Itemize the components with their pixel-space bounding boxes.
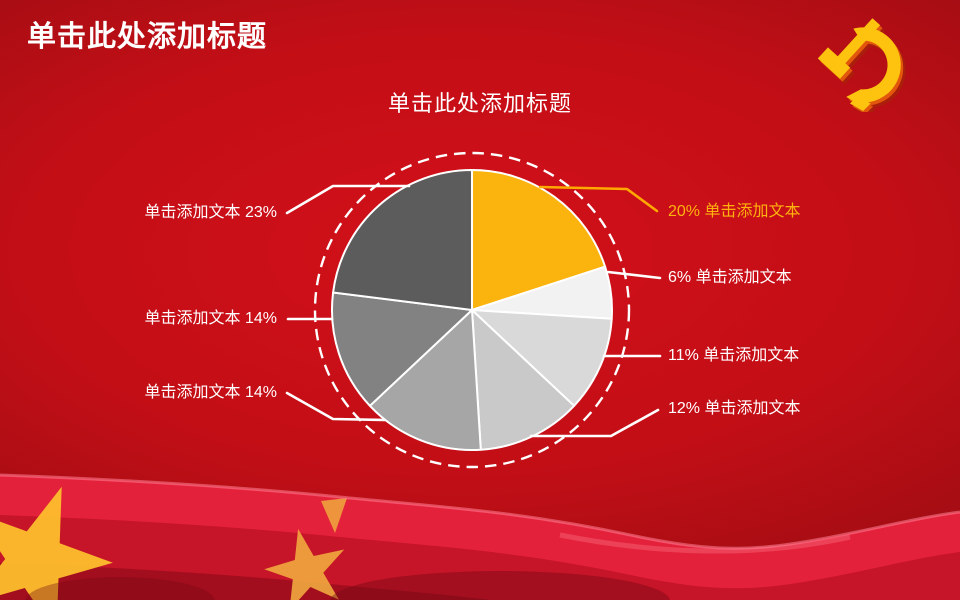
flag-fold-shadow <box>330 571 670 600</box>
leader-line-1 <box>606 270 662 280</box>
china-flag-decoration <box>0 473 960 600</box>
pie-label-14-bottom[interactable]: 单击添加文本 14% <box>144 384 277 401</box>
flag-fold-highlight <box>559 532 851 554</box>
flag-star-large <box>0 486 113 600</box>
party-emblem-icon <box>818 18 906 112</box>
hammer-head <box>818 47 851 79</box>
leader-line-4 <box>285 391 387 422</box>
pie-slice-11pct-2[interactable] <box>471 309 613 407</box>
flag-star-tip <box>321 498 347 533</box>
flag-fabric <box>0 475 960 600</box>
sickle-handle <box>849 95 871 111</box>
pie-slice-14pct-5[interactable] <box>331 291 473 407</box>
flag-fold-shadow <box>25 577 215 600</box>
dashed-ring <box>313 151 631 469</box>
pie-slice-14pct-4[interactable] <box>368 309 482 451</box>
slide-title-placeholder[interactable]: 单击此处添加标题 <box>27 21 268 53</box>
pie-label-14-left[interactable]: 单击添加文本 14% <box>144 310 277 327</box>
flag-star-medium <box>264 528 345 600</box>
leader-line-6 <box>285 184 411 215</box>
pie-slice-20pct-0[interactable] <box>471 169 607 311</box>
sickle-blade <box>846 27 901 103</box>
pie-label-23[interactable]: 单击添加文本 23% <box>144 204 277 221</box>
flag-edge-highlight <box>0 473 960 550</box>
pie-slice-23pct-6[interactable] <box>332 169 473 311</box>
leader-line-0 <box>538 185 659 213</box>
pie-label-12[interactable]: 12% 单击添加文本 <box>668 400 801 417</box>
pie-label-11[interactable]: 11% 单击添加文本 <box>668 347 800 364</box>
pie-label-6[interactable]: 6% 单击添加文本 <box>668 269 792 286</box>
pie-label-20[interactable]: 20% 单击添加文本 <box>668 203 801 220</box>
chart-title-placeholder[interactable]: 单击此处添加标题 <box>387 91 572 116</box>
leader-line-3 <box>529 408 660 438</box>
